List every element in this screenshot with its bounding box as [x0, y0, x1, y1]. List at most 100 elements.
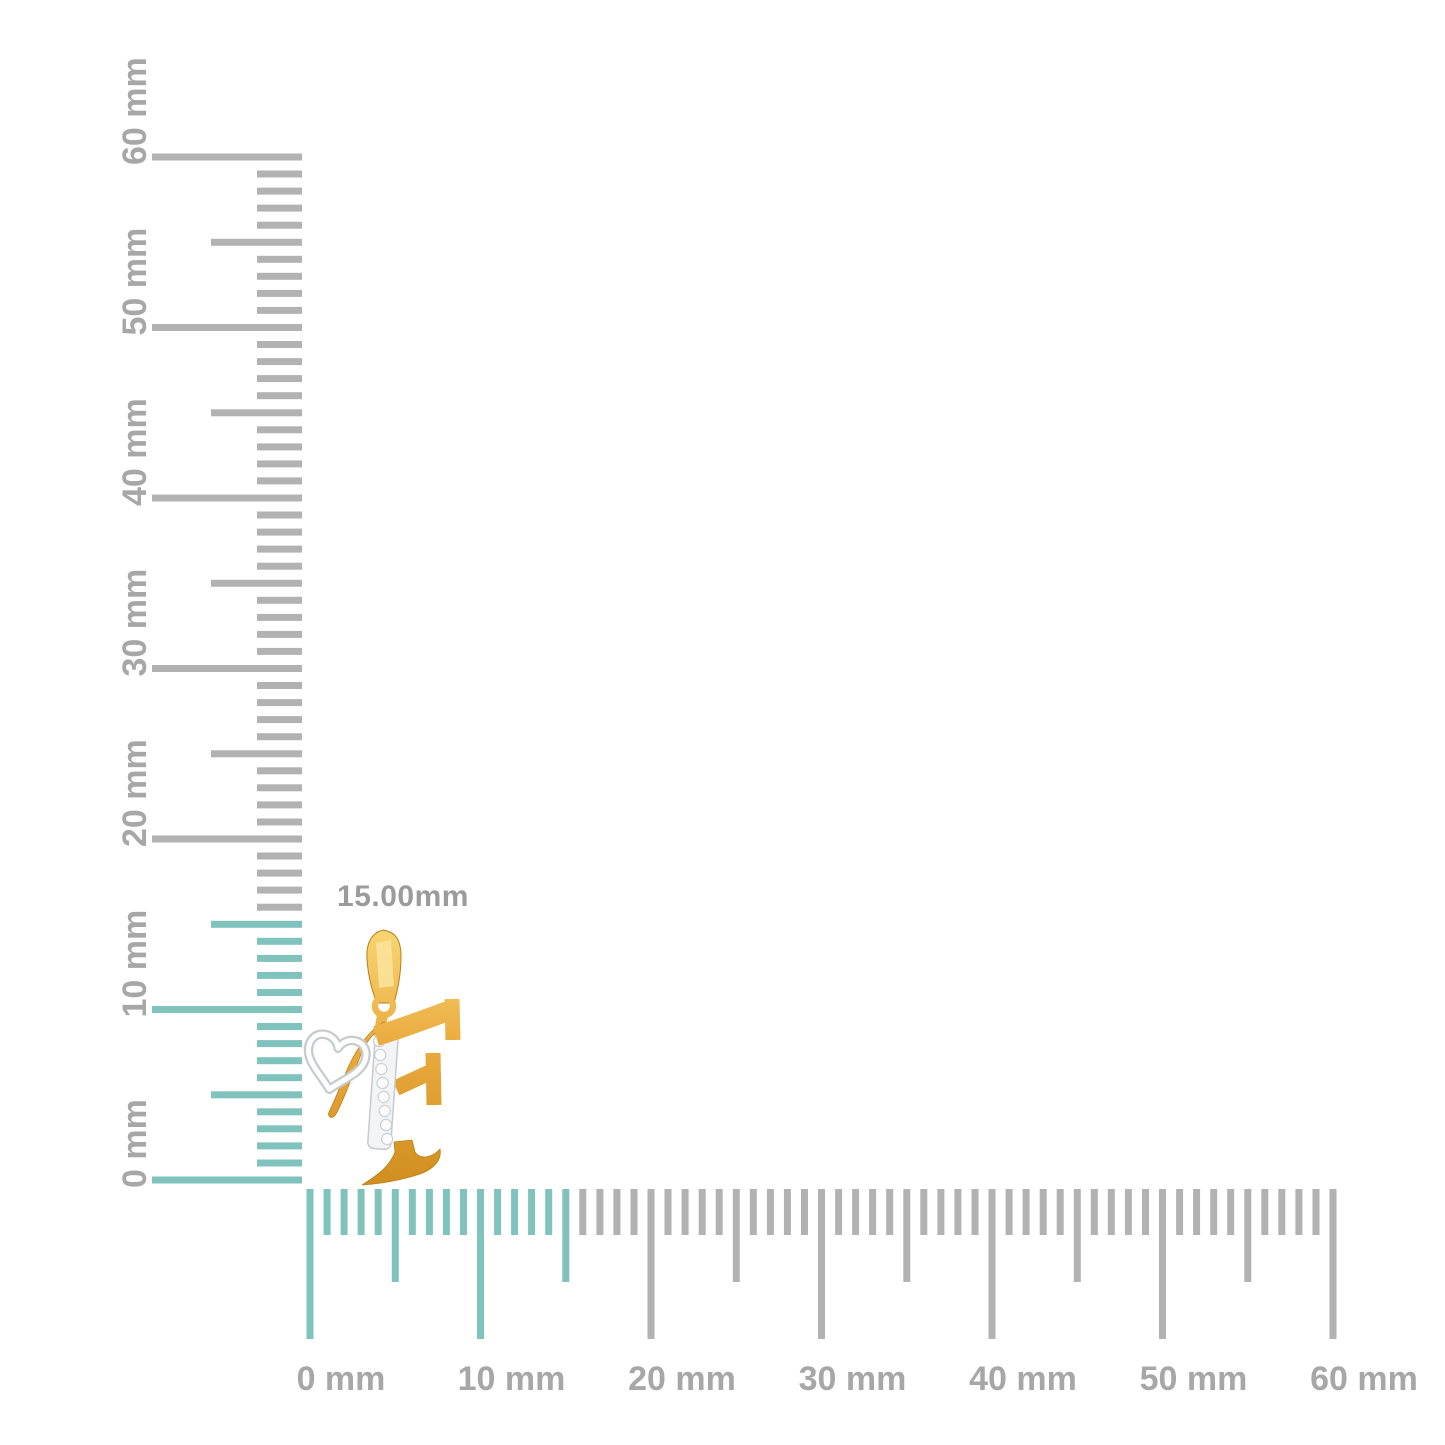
v-ruler-label-40mm: 40 mm — [116, 398, 154, 506]
h-tick-17mm — [596, 1189, 604, 1235]
v-tick-27mm — [257, 716, 302, 724]
h-tick-6mm — [408, 1189, 416, 1235]
h-ruler-label-60mm: 60 mm — [1310, 1360, 1418, 1398]
v-tick-60mm — [152, 153, 302, 161]
h-tick-42mm — [1022, 1189, 1030, 1235]
h-tick-37mm — [937, 1189, 945, 1235]
h-tick-26mm — [749, 1189, 757, 1235]
v-tick-16mm — [257, 903, 302, 911]
v-tick-11mm — [257, 989, 302, 996]
v-ruler-label-10mm: 10 mm — [116, 910, 154, 1018]
letter-f-bottom-serif — [361, 1139, 441, 1186]
v-tick-47mm — [257, 375, 302, 383]
measurement-label: 15.00mm — [337, 880, 469, 913]
v-tick-49mm — [257, 341, 302, 348]
h-tick-9mm — [460, 1189, 467, 1235]
h-tick-7mm — [425, 1189, 433, 1235]
v-tick-12mm — [257, 971, 302, 979]
h-tick-35mm — [903, 1189, 911, 1282]
letter-f-top-arm — [373, 1001, 452, 1046]
h-tick-32mm — [852, 1189, 860, 1235]
pendant-heart — [303, 1029, 371, 1095]
h-tick-11mm — [494, 1189, 502, 1235]
pendant-group — [303, 929, 461, 1186]
h-tick-1mm — [323, 1189, 331, 1235]
diamond-stone — [375, 1062, 388, 1076]
h-tick-38mm — [954, 1189, 962, 1235]
v-tick-46mm — [257, 392, 302, 400]
h-tick-21mm — [664, 1189, 672, 1235]
v-tick-36mm — [257, 562, 302, 570]
v-ruler-label-30mm: 30 mm — [116, 569, 154, 677]
v-tick-32mm — [257, 630, 302, 638]
v-tick-17mm — [257, 886, 302, 894]
h-tick-46mm — [1090, 1189, 1098, 1235]
letter-f-middle-serif — [425, 1052, 442, 1106]
v-tick-13mm — [257, 954, 302, 962]
diamond-stone — [379, 1118, 393, 1132]
v-tick-42mm — [257, 460, 302, 468]
h-tick-40mm — [988, 1189, 996, 1339]
v-tick-53mm — [257, 272, 302, 280]
v-tick-37mm — [257, 545, 302, 553]
v-tick-6mm — [257, 1074, 302, 1082]
h-ruler-label-40mm: 40 mm — [969, 1360, 1077, 1398]
diamond-stone — [380, 1132, 394, 1146]
v-tick-41mm — [257, 477, 302, 485]
h-tick-25mm — [732, 1189, 740, 1282]
v-tick-38mm — [257, 528, 302, 536]
v-tick-51mm — [257, 306, 302, 314]
v-tick-48mm — [257, 358, 302, 366]
h-tick-2mm — [340, 1189, 348, 1235]
letter-f-top-serif — [444, 998, 461, 1041]
h-tick-8mm — [442, 1189, 450, 1235]
v-tick-18mm — [257, 869, 302, 877]
h-tick-59mm — [1312, 1189, 1320, 1235]
diamond-stone — [378, 1104, 391, 1118]
v-tick-58mm — [257, 187, 302, 195]
v-tick-56mm — [257, 221, 302, 229]
h-ruler-label-30mm: 30 mm — [799, 1360, 907, 1398]
v-tick-25mm — [211, 750, 302, 758]
h-tick-49mm — [1142, 1189, 1149, 1235]
horizontal-ruler: 0 mm 10 mm 20 mm 30 mm 40 mm 50 mm 60 mm — [297, 1189, 1418, 1398]
v-tick-5mm — [211, 1091, 302, 1099]
v-tick-40mm — [152, 494, 302, 502]
v-tick-45mm — [211, 409, 302, 417]
v-tick-31mm — [257, 647, 302, 655]
v-tick-57mm — [257, 204, 302, 212]
v-tick-29mm — [257, 682, 302, 689]
h-tick-39mm — [971, 1189, 979, 1235]
v-ruler-label-60mm: 60 mm — [116, 57, 154, 165]
h-tick-50mm — [1159, 1189, 1166, 1339]
h-tick-56mm — [1261, 1189, 1269, 1235]
v-tick-33mm — [257, 613, 302, 621]
pendant-diamond-stem — [367, 1029, 399, 1151]
v-tick-26mm — [257, 733, 302, 741]
pendant-diamonds — [373, 1034, 394, 1146]
diamond-stone — [374, 1048, 387, 1062]
v-tick-14mm — [257, 937, 302, 945]
h-tick-3mm — [357, 1189, 365, 1235]
h-tick-45mm — [1073, 1189, 1081, 1282]
h-tick-14mm — [545, 1189, 553, 1235]
v-tick-55mm — [211, 238, 302, 246]
h-tick-57mm — [1278, 1189, 1286, 1235]
pendant-heart-inner-line — [305, 1031, 369, 1092]
h-tick-27mm — [766, 1189, 774, 1235]
v-tick-23mm — [257, 784, 302, 792]
h-tick-36mm — [920, 1189, 928, 1235]
h-tick-31mm — [835, 1189, 843, 1235]
h-tick-22mm — [681, 1189, 689, 1235]
h-tick-28mm — [783, 1189, 791, 1235]
v-tick-35mm — [211, 579, 302, 587]
h-tick-54mm — [1227, 1189, 1235, 1235]
v-tick-3mm — [257, 1125, 302, 1133]
h-tick-20mm — [647, 1189, 655, 1339]
v-tick-0mm — [152, 1176, 302, 1184]
h-tick-15mm — [562, 1189, 570, 1282]
v-tick-43mm — [257, 443, 302, 451]
